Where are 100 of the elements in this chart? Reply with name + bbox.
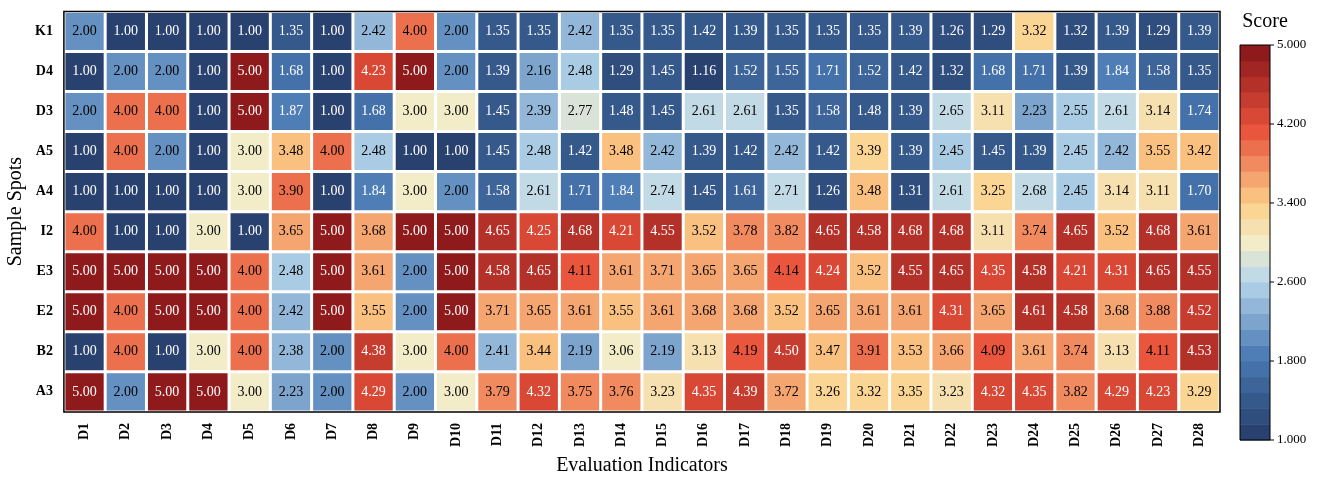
data-label: 1.35 [526,23,551,39]
data-label: 3.65 [691,263,717,279]
data-label: 3.32 [1021,23,1047,39]
data-label: 1.58 [1145,63,1171,79]
x-tick-label: D17 [736,422,752,448]
data-label: 3.68 [1104,303,1130,319]
data-label: 3.61 [856,303,882,319]
x-tick-label: D24 [1025,422,1041,448]
data-label: 5.00 [154,263,180,279]
data-label: 5.00 [154,303,180,319]
data-label: 1.00 [113,23,139,39]
data-label: 4.00 [72,223,97,239]
data-label: 3.00 [443,383,469,399]
data-label: 3.65 [278,223,304,239]
data-label: 4.09 [980,343,1006,359]
data-label: 1.35 [774,23,799,39]
data-label: 4.00 [402,23,428,39]
data-label: 3.00 [402,103,428,119]
data-label: 1.84 [1104,63,1130,79]
x-tick-label: D4 [200,422,216,441]
data-label: 2.68 [1021,183,1047,199]
x-tick-label: D15 [654,422,670,448]
x-tick-label: D28 [1190,422,1206,448]
data-label: 3.61 [1187,223,1212,239]
data-label: 3.55 [609,303,634,319]
data-label: 1.71 [567,183,593,199]
data-label: 2.00 [113,383,139,399]
data-label: 2.00 [72,23,97,39]
data-label: 1.58 [815,103,840,119]
data-label: 1.00 [237,23,262,39]
data-label: 1.29 [1145,23,1171,39]
data-label: 4.65 [1063,223,1088,239]
data-label: 4.31 [939,303,964,319]
data-label: 3.23 [939,383,964,399]
data-label: 1.00 [154,23,180,39]
data-label: 4.24 [815,263,840,279]
data-label: 1.68 [980,63,1006,79]
data-label: 3.82 [1063,383,1088,399]
data-label: 5.00 [237,103,262,119]
data-label: 4.23 [1145,383,1171,399]
data-label: 3.52 [1104,223,1130,239]
y-tick-label: A5 [35,143,53,159]
data-label: 1.00 [320,103,345,119]
x-tick-label: D18 [778,422,794,448]
data-label: 2.38 [278,343,304,359]
data-label: 3.78 [732,223,758,239]
color-bar-label: 3.400 [1277,194,1307,210]
data-label: 2.48 [526,143,551,159]
data-label: 2.23 [1021,103,1047,119]
data-label: 4.11 [1146,343,1171,359]
data-label: 1.45 [691,183,717,199]
x-tick-label: D26 [1108,422,1124,448]
data-label: 1.32 [939,63,964,79]
data-label: 5.00 [443,263,469,279]
data-label: 1.39 [691,143,717,159]
data-label: 3.68 [732,303,758,319]
data-label: 1.87 [278,103,304,119]
data-label: 4.14 [774,263,799,279]
data-label: 2.00 [113,63,139,79]
data-label: 2.42 [567,23,593,39]
data-label: 1.35 [485,23,510,39]
data-label: 1.00 [196,103,221,119]
data-label: 1.00 [320,63,345,79]
data-label: 2.00 [402,383,428,399]
data-label: 5.00 [320,223,345,239]
data-label: 3.91 [856,343,882,359]
data-label: 1.42 [691,23,717,39]
color-bar-label: 2.600 [1277,273,1307,289]
data-label: 5.00 [196,303,221,319]
x-tick-label: D9 [406,422,422,441]
data-label: 1.39 [485,63,510,79]
data-label: 1.45 [980,143,1006,159]
data-label: 1.45 [485,143,510,159]
data-label: 1.00 [196,143,221,159]
data-label: 2.00 [443,63,469,79]
data-label: 4.00 [113,103,139,119]
data-label: 1.84 [361,183,386,199]
data-label: 1.00 [237,223,262,239]
data-label: 1.39 [898,143,923,159]
data-label: 3.48 [609,143,634,159]
x-tick-label: D12 [530,422,546,448]
data-label: 2.48 [567,63,593,79]
data-label: 2.39 [526,103,551,119]
color-bar-label: 1.000 [1277,431,1307,447]
data-label: 4.55 [898,263,923,279]
y-axis-title: Sample Spots [3,156,27,267]
x-tick-label: D19 [819,422,835,448]
data-label: 2.00 [443,183,469,199]
data-label: 2.00 [443,23,469,39]
data-label: 4.25 [526,223,551,239]
data-label: 4.68 [939,223,964,239]
data-label: 5.00 [72,263,97,279]
x-tick-label: D7 [323,422,339,441]
data-label: 4.32 [526,383,551,399]
x-tick-label: D8 [365,422,381,441]
data-label: 1.71 [815,63,840,79]
data-label: 3.11 [980,103,1005,119]
color-bar-label: 1.800 [1277,352,1307,368]
data-label: 2.42 [774,143,799,159]
color-bar-label: 5.000 [1277,36,1307,52]
